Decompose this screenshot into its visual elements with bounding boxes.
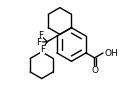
Text: O: O [91, 66, 98, 75]
Text: F: F [36, 38, 42, 47]
Text: F: F [38, 31, 43, 40]
Text: F: F [40, 44, 45, 53]
Text: OH: OH [105, 49, 119, 58]
